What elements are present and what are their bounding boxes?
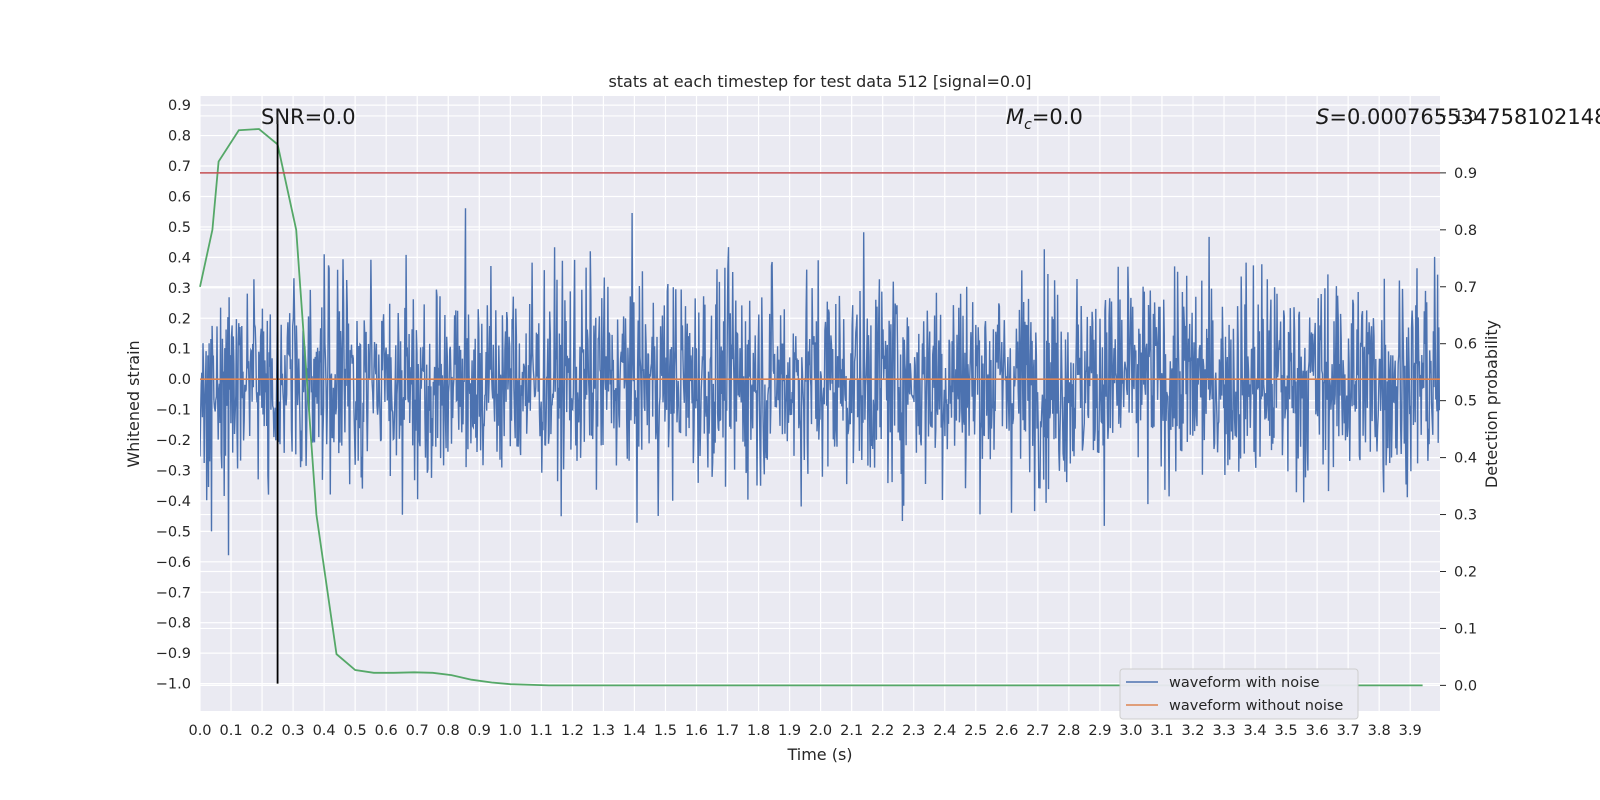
legend: waveform with noise waveform without noi… [1119,668,1359,720]
y-tick-label: 0.7 [168,159,191,175]
legend-label-clean: waveform without noise [1169,698,1343,714]
y2-tick-label: 0.3 [1454,508,1477,524]
x-tick-label: 2.7 [1026,723,1049,739]
x-tick-label: 2.8 [1057,723,1080,739]
x-tick-label: 3.9 [1399,723,1422,739]
y2-axis-ticks: 1.0 0.9 0.8 0.7 0.6 0.5 0.4 0.3 0.2 0.1 0.0 [1440,109,1477,694]
chart-title: stats at each timestep for test data 512… [608,72,1031,91]
x-tick-label: 3.7 [1337,723,1360,739]
x-tick-label: 0.0 [188,723,211,739]
series-detection-probability [199,128,1423,687]
x-tick-label: 0.9 [468,723,491,739]
x-tick-label: 1.8 [747,723,770,739]
annotation-mc: Mc=0.0 [1006,105,1083,133]
y2-tick-label: 1.0 [1454,109,1477,125]
x-tick-label: 2.0 [809,723,832,739]
y2-tick-label: 0.4 [1454,451,1477,467]
y-tick-label: −0.3 [156,463,191,479]
y2-tick-label: 0.9 [1454,166,1477,182]
x-tick-label: 0.1 [219,723,242,739]
x-tick-label: 0.3 [282,723,305,739]
x-tick-label: 2.5 [964,723,987,739]
annotation-snr: SNR=0.0 [261,105,356,129]
line-detection-probability [199,128,1423,687]
x-tick-label: 1.5 [654,723,677,739]
y2-tick-label: 0.5 [1454,394,1477,410]
x-tick-label: 0.2 [251,723,274,739]
annotation-s-value: =0.000765534758102148 [1329,105,1600,129]
x-tick-label: 2.4 [933,723,956,739]
y-tick-label: 0.2 [168,311,191,327]
x-tick-label: 2.9 [1088,723,1111,739]
x-tick-label: 0.6 [375,723,398,739]
y-tick-label: 0.5 [168,220,191,236]
annotation-s-symbol: S [1316,105,1329,129]
y-tick-label: −0.1 [156,403,191,419]
y-tick-label: −0.4 [156,494,191,510]
x-tick-label: 0.5 [344,723,367,739]
x-tick-label: 0.7 [406,723,429,739]
y-tick-label: −0.5 [156,524,191,540]
x-tick-label: 1.2 [561,723,584,739]
y-tick-label: −0.8 [156,616,191,632]
y-tick-label: 0.6 [168,189,191,205]
x-tick-label: 3.6 [1306,723,1329,739]
legend-label-noise: waveform with noise [1169,675,1320,691]
y2-tick-label: 0.1 [1454,621,1477,637]
x-tick-label: 3.1 [1150,723,1173,739]
y-tick-label: 0.3 [168,281,191,297]
legend-box [1119,668,1359,720]
y-tick-label: −1.0 [156,677,191,693]
x-tick-label: 3.2 [1181,723,1204,739]
line-waveform-with-noise [200,208,1440,556]
y-tick-label: 0.4 [168,250,191,266]
x-tick-label: 3.4 [1244,723,1267,739]
x-tick-label: 1.9 [778,723,801,739]
y-tick-label: −0.6 [156,555,191,571]
x-tick-label: 1.4 [623,723,646,739]
x-tick-label: 1.3 [592,723,615,739]
series-waveform-with-noise [200,208,1440,556]
y-tick-label: 0.0 [168,372,191,388]
y2-tick-label: 0.6 [1454,337,1477,353]
y2-tick-label: 0.2 [1454,564,1477,580]
y2-axis-label: Detection probability [1482,320,1501,488]
x-axis-label: Time (s) [786,745,852,764]
x-tick-label: 3.3 [1212,723,1235,739]
x-tick-label: 3.0 [1119,723,1142,739]
y-axis-ticks: 0.9 0.8 0.7 0.6 0.5 0.4 0.3 0.2 0.1 0.0 −0.1 −0.2 −0… [156,98,191,692]
x-tick-label: 2.3 [902,723,925,739]
x-tick-label: 0.8 [437,723,460,739]
x-tick-label: 1.7 [716,723,739,739]
y-tick-label: −0.7 [156,585,191,601]
y2-tick-label: 0.7 [1454,280,1477,296]
annotation-mc-value: =0.0 [1032,105,1083,129]
annotation-mc-symbol: M [1006,105,1024,129]
annotation-mc-subscript: c [1024,117,1032,133]
x-tick-label: 2.6 [995,723,1018,739]
x-tick-label: 1.6 [685,723,708,739]
x-tick-label: 2.2 [871,723,894,739]
x-tick-label: 0.4 [313,723,336,739]
y2-tick-label: 0.8 [1454,223,1477,239]
x-tick-label: 3.5 [1275,723,1298,739]
x-tick-label: 1.0 [499,723,522,739]
y-tick-label: −0.9 [156,646,191,662]
x-tick-label: 1.1 [530,723,553,739]
y-tick-label: 0.9 [168,98,191,114]
y-axis-label: Whitened strain [124,340,143,467]
x-tick-label: 2.1 [840,723,863,739]
y-tick-label: 0.1 [168,342,191,358]
annotation-s: S=0.000765534758102148 [1316,105,1600,129]
x-tick-label: 3.8 [1368,723,1391,739]
y-tick-label: 0.8 [168,129,191,145]
y2-tick-label: 0.0 [1454,678,1477,694]
x-axis-ticks: 0.0 0.1 0.2 0.3 0.4 0.5 0.6 0.7 0.8 0.9 1.0 1.1 1.2 1… [188,723,1421,739]
y-tick-label: −0.2 [156,433,191,449]
